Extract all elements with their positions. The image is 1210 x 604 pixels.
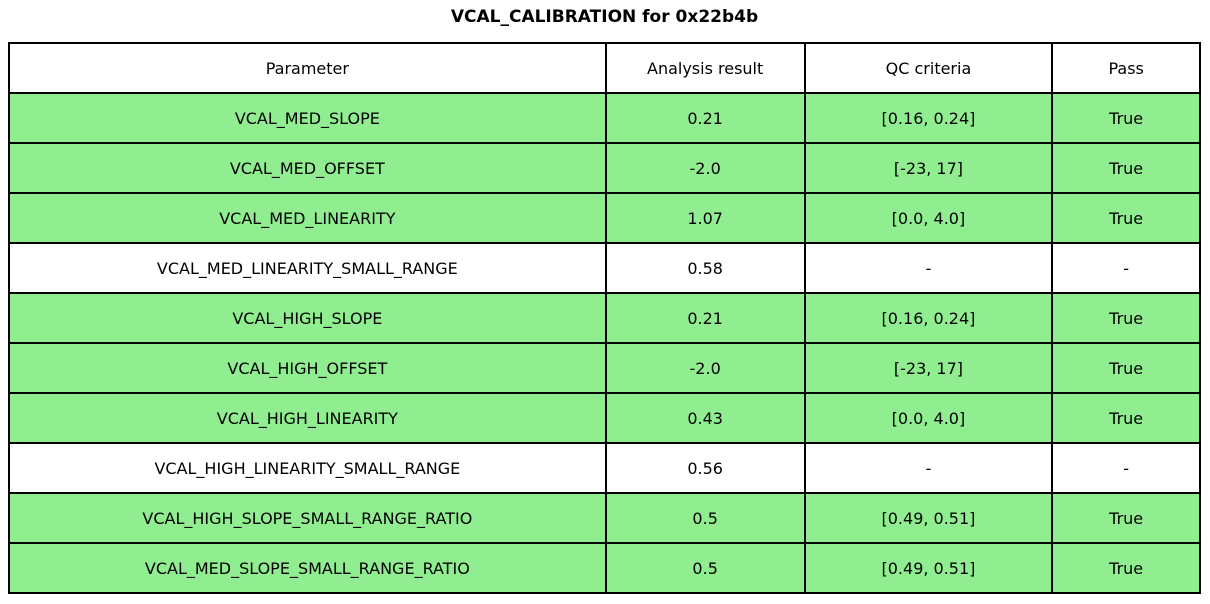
parameter-cell: VCAL_MED_SLOPE_SMALL_RANGE_RATIO (8, 542, 607, 594)
qc-cell: - (803, 442, 1054, 494)
pass-cell: - (1051, 442, 1201, 494)
qc-cell: [0.16, 0.24] (803, 92, 1054, 144)
figure-title: VCAL_CALIBRATION for 0x22b4b (450, 7, 759, 27)
table-row: VCAL_MED_SLOPE_SMALL_RANGE_RATIO 0.5 [0.… (8, 542, 1201, 594)
qc-cell: [0.49, 0.51] (803, 492, 1054, 544)
table-row: VCAL_MED_LINEARITY_SMALL_RANGE 0.58 - - (8, 242, 1201, 294)
parameter-cell: VCAL_HIGH_LINEARITY_SMALL_RANGE (8, 442, 607, 494)
parameter-cell: VCAL_HIGH_SLOPE_SMALL_RANGE_RATIO (8, 492, 607, 544)
qc-cell: [0.49, 0.51] (803, 542, 1054, 594)
qc-cell: [0.16, 0.24] (803, 292, 1054, 344)
pass-cell: True (1051, 342, 1201, 394)
result-cell: 0.43 (604, 392, 806, 444)
table-row: VCAL_HIGH_LINEARITY 0.43 [0.0, 4.0] True (8, 392, 1201, 444)
parameter-cell: VCAL_MED_LINEARITY_SMALL_RANGE (8, 242, 607, 294)
table-row: VCAL_HIGH_SLOPE 0.21 [0.16, 0.24] True (8, 292, 1201, 344)
result-cell: 0.21 (604, 292, 806, 344)
result-cell: 0.56 (604, 442, 806, 494)
pass-cell: True (1051, 192, 1201, 244)
result-cell: 0.21 (604, 92, 806, 144)
parameter-cell: VCAL_MED_OFFSET (8, 142, 607, 194)
table-row: VCAL_HIGH_OFFSET -2.0 [-23, 17] True (8, 342, 1201, 394)
header-parameter: Parameter (8, 42, 607, 94)
parameter-cell: VCAL_HIGH_SLOPE (8, 292, 607, 344)
header-row: Parameter Analysis result QC criteria Pa… (8, 42, 1201, 94)
qc-table: Parameter Analysis result QC criteria Pa… (8, 42, 1201, 594)
pass-cell: - (1051, 242, 1201, 294)
table-row: VCAL_MED_LINEARITY 1.07 [0.0, 4.0] True (8, 192, 1201, 244)
result-cell: -2.0 (604, 342, 806, 394)
result-cell: 0.5 (604, 492, 806, 544)
header-analysis-result: Analysis result (604, 42, 806, 94)
qc-cell: [0.0, 4.0] (803, 392, 1054, 444)
header-pass: Pass (1051, 42, 1201, 94)
qc-cell: [0.0, 4.0] (803, 192, 1054, 244)
header-qc-criteria: QC criteria (803, 42, 1054, 94)
parameter-cell: VCAL_HIGH_LINEARITY (8, 392, 607, 444)
table-row: VCAL_MED_SLOPE 0.21 [0.16, 0.24] True (8, 92, 1201, 144)
pass-cell: True (1051, 292, 1201, 344)
parameter-cell: VCAL_MED_SLOPE (8, 92, 607, 144)
result-cell: 0.58 (604, 242, 806, 294)
result-cell: 0.5 (604, 542, 806, 594)
result-cell: -2.0 (604, 142, 806, 194)
qc-cell: [-23, 17] (803, 142, 1054, 194)
pass-cell: True (1051, 492, 1201, 544)
table-row: VCAL_HIGH_LINEARITY_SMALL_RANGE 0.56 - - (8, 442, 1201, 494)
pass-cell: True (1051, 142, 1201, 194)
result-cell: 1.07 (604, 192, 806, 244)
qc-cell: - (803, 242, 1054, 294)
table-row: VCAL_MED_OFFSET -2.0 [-23, 17] True (8, 142, 1201, 194)
qc-cell: [-23, 17] (803, 342, 1054, 394)
parameter-cell: VCAL_HIGH_OFFSET (8, 342, 607, 394)
pass-cell: True (1051, 392, 1201, 444)
table-row: VCAL_HIGH_SLOPE_SMALL_RANGE_RATIO 0.5 [0… (8, 492, 1201, 544)
pass-cell: True (1051, 542, 1201, 594)
pass-cell: True (1051, 92, 1201, 144)
parameter-cell: VCAL_MED_LINEARITY (8, 192, 607, 244)
